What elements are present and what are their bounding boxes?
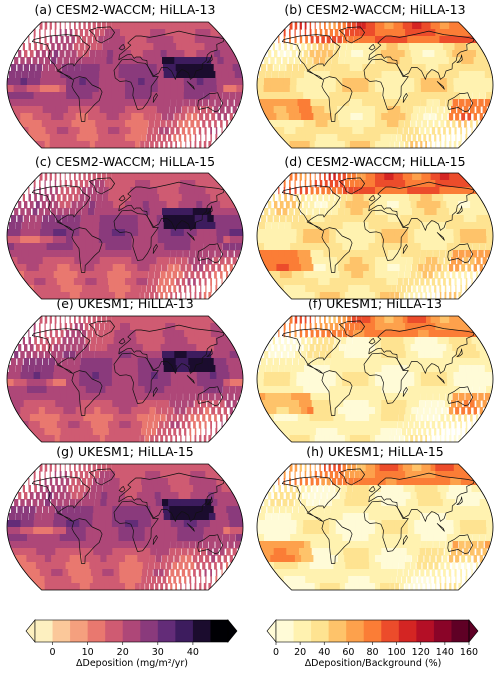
colorbar-tick-label: 30 bbox=[152, 647, 164, 658]
map-panel-b bbox=[256, 21, 494, 149]
panel-title-c: (c) CESM2-WACCM; HiLLA-15 bbox=[34, 154, 216, 169]
map-panel-h bbox=[256, 463, 494, 591]
panel-title-h: (h) UKESM1; HiLLA-15 bbox=[306, 444, 444, 459]
colorbar-tick-label: 100 bbox=[388, 647, 406, 658]
panel-title-b: (b) CESM2-WACCM; HiLLA-13 bbox=[284, 2, 466, 17]
map-panel-c bbox=[6, 172, 244, 300]
colorbar-tick-label: 10 bbox=[82, 647, 94, 658]
panel-title-e: (e) UKESM1; HiLLA-13 bbox=[56, 296, 194, 311]
colorbar-tick-label: 0 bbox=[273, 647, 279, 658]
colorbar-tick-label: 40 bbox=[187, 647, 199, 658]
colorbar-percent-label: ΔDeposition/Background (%) bbox=[304, 658, 442, 669]
colorbar-tick-label: 80 bbox=[366, 647, 378, 658]
map-panel-f bbox=[256, 315, 494, 443]
map-panel-e bbox=[6, 315, 244, 443]
map-panel-a bbox=[6, 21, 244, 149]
colorbar-tick-label: 60 bbox=[342, 647, 354, 658]
colorbar-absolute: 0 10 20 30 40 bbox=[25, 619, 238, 658]
colorbar-absolute-label: ΔDeposition (mg/m²/yr) bbox=[76, 658, 188, 669]
colorbar-tick-label: 120 bbox=[412, 647, 430, 658]
panel-title-a: (a) CESM2-WACCM; HiLLA-13 bbox=[34, 2, 216, 17]
map-panel-g bbox=[6, 463, 244, 591]
panel-title-f: (f) UKESM1; HiLLA-13 bbox=[307, 296, 442, 311]
colorbar-percent: 0 20 40 60 80 100 120 140 160 bbox=[266, 619, 479, 658]
panel-title-d: (d) CESM2-WACCM; HiLLA-15 bbox=[284, 154, 466, 169]
panel-title-g: (g) UKESM1; HiLLA-15 bbox=[56, 444, 194, 459]
colorbar-tick-label: 140 bbox=[436, 647, 454, 658]
colorbar-tick-label: 20 bbox=[117, 647, 129, 658]
colorbar-tick-label: 20 bbox=[294, 647, 306, 658]
colorbar-tick-label: 40 bbox=[318, 647, 330, 658]
colorbar-tick-label: 0 bbox=[50, 647, 56, 658]
map-panel-d bbox=[256, 172, 494, 300]
colorbar-tick-label: 160 bbox=[460, 647, 478, 658]
